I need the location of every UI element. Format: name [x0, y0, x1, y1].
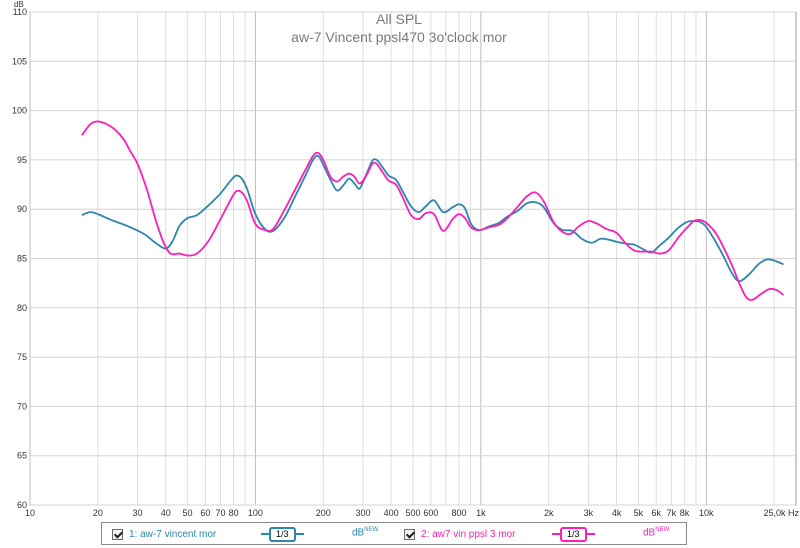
- x-tick-label: 5k: [634, 508, 644, 518]
- chart-title: All SPL: [376, 11, 422, 27]
- x-tick-label: 50: [183, 508, 193, 518]
- series-2-checkbox[interactable]: [404, 528, 415, 540]
- x-tick-label: 10: [25, 508, 35, 518]
- series-1-label: 1: aw-7 vincent mor: [129, 528, 217, 540]
- grid-lines: [29, 11, 796, 506]
- series-1-smoothing-control[interactable]: 1/3: [261, 526, 304, 542]
- y-tick-label: 75: [17, 352, 27, 362]
- series-1-line: [81, 154, 784, 283]
- data-series: [81, 120, 785, 301]
- x-tick-label: 400: [384, 508, 399, 518]
- x-tick-label: 6k: [652, 508, 662, 518]
- x-tick-label: 500: [405, 508, 420, 518]
- y-axis-ticks: 60 65 70 75 80 85 90 95 100 105 110: [12, 7, 27, 510]
- y-tick-label: 80: [17, 303, 27, 313]
- series-2-smoothing-value: 1/3: [560, 526, 587, 542]
- x-tick-label: 300: [355, 508, 370, 518]
- x-tick-label: 7k: [667, 508, 677, 518]
- y-tick-label: 95: [17, 155, 27, 165]
- x-tick-label: 60: [200, 508, 210, 518]
- x-tick-label: 100: [248, 508, 263, 518]
- spl-chart: 10 20 30 40 50 60 70 80 100 200 300 400 500 600 800 1k 2…: [12, 0, 800, 518]
- x-tick-label: 4k: [612, 508, 622, 518]
- y-tick-label: 60: [17, 500, 27, 510]
- x-tick-label: 80: [229, 508, 239, 518]
- x-tick-label: 600: [423, 508, 438, 518]
- x-tick-label: 2k: [544, 508, 554, 518]
- x-tick-label: 30: [133, 508, 143, 518]
- x-tick-label: 40: [161, 508, 171, 518]
- y-axis-unit-label: dB: [14, 0, 24, 9]
- x-tick-label: 20: [93, 508, 103, 518]
- chart-subtitle: aw-7 Vincent ppsl470 3o'clock mor: [291, 29, 507, 45]
- legend: 1: aw-7 vincent mor 1/3 dBNEW 2: aw7 vin…: [101, 522, 687, 545]
- series-2-unit[interactable]: dBNEW: [643, 527, 670, 539]
- x-tick-label: 10k: [699, 508, 714, 518]
- series-2-smoothing-control[interactable]: 1/3: [552, 526, 595, 542]
- y-tick-label: 65: [17, 451, 27, 461]
- x-axis-ticks: 10 20 30 40 50 60 70 80 100 200 300 400 500 600 800 1k 2…: [25, 508, 799, 518]
- x-tick-label: 70: [216, 508, 226, 518]
- series-1-smoothing-value: 1/3: [269, 526, 296, 542]
- series-2-label: 2: aw7 vin ppsl 3 mor: [421, 528, 516, 540]
- y-tick-label: 70: [17, 401, 27, 411]
- series-1-unit[interactable]: dBNEW: [352, 527, 379, 539]
- legend-item-1[interactable]: 1: aw-7 vincent mor: [112, 527, 216, 541]
- x-tick-label: 25,0k Hz: [763, 508, 799, 518]
- y-tick-label: 90: [17, 204, 27, 214]
- series-1-checkbox[interactable]: [112, 528, 123, 540]
- series-2-line: [81, 120, 785, 301]
- x-tick-label: 8k: [680, 508, 690, 518]
- y-tick-label: 105: [12, 56, 27, 66]
- y-tick-label: 110: [13, 7, 27, 17]
- y-tick-label: 100: [12, 106, 27, 116]
- x-tick-label: 3k: [584, 508, 594, 518]
- y-tick-label: 85: [17, 254, 27, 264]
- x-tick-label: 1k: [476, 508, 486, 518]
- legend-item-2[interactable]: 2: aw7 vin ppsl 3 mor: [404, 527, 516, 541]
- x-tick-label: 200: [316, 508, 331, 518]
- x-tick-label: 800: [451, 508, 466, 518]
